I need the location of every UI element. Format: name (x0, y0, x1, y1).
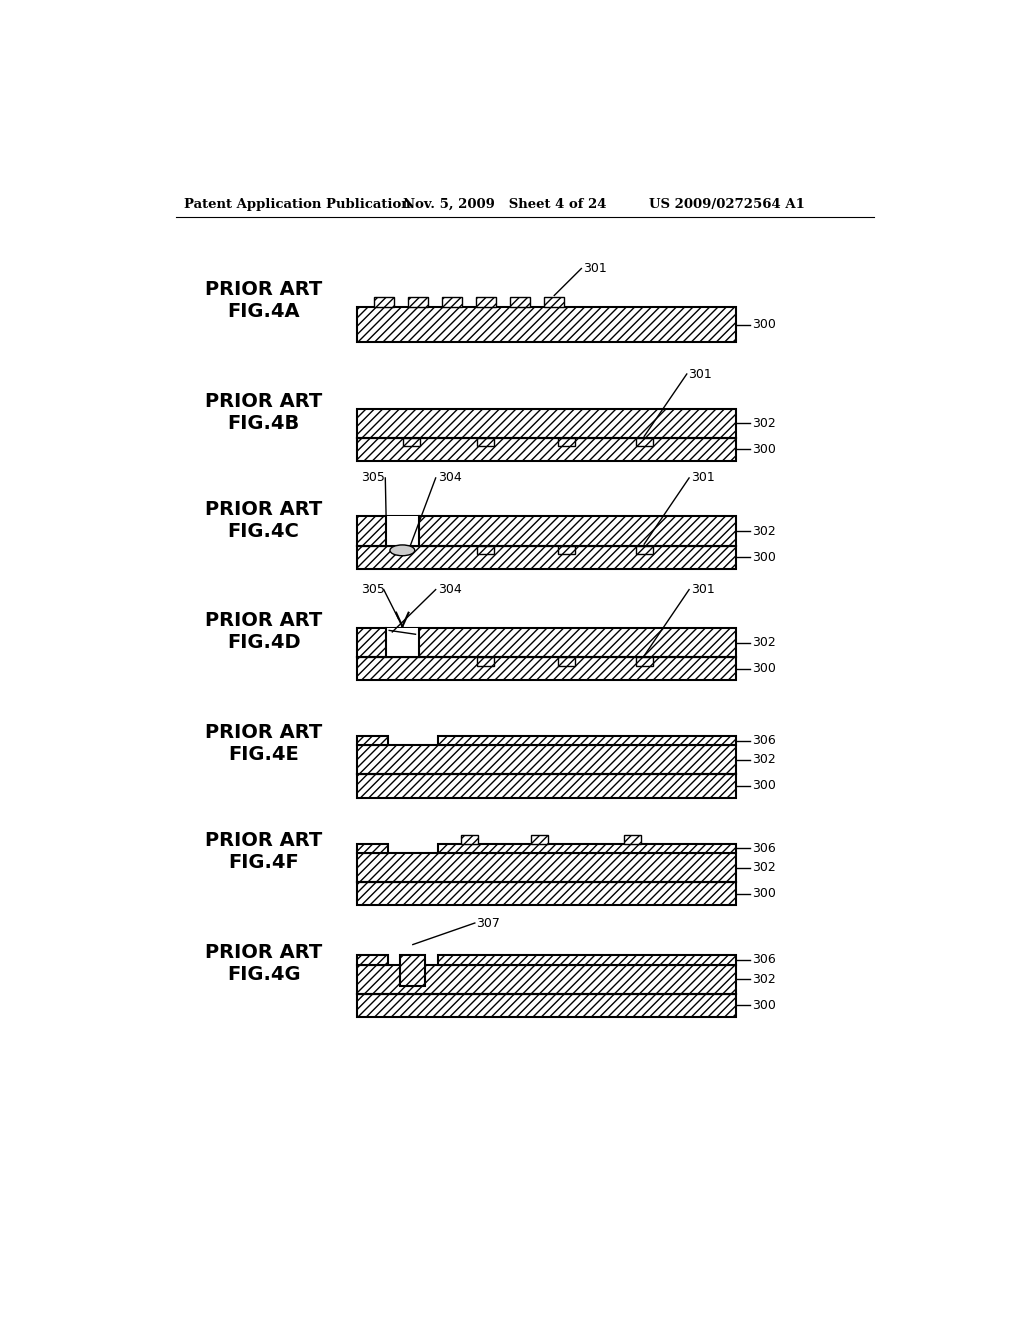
Text: US 2009/0272564 A1: US 2009/0272564 A1 (649, 198, 805, 211)
Bar (400, 956, 425, 986)
Bar (356, 843, 388, 853)
Bar (356, 775, 736, 797)
Text: 301: 301 (690, 471, 715, 484)
Text: 301: 301 (690, 583, 715, 597)
Text: 301: 301 (688, 367, 712, 380)
Text: 300: 300 (752, 318, 776, 331)
Text: 306: 306 (752, 953, 775, 966)
Bar (476, 297, 496, 308)
Text: 300: 300 (752, 444, 776, 455)
Text: PRIOR ART
FIG.4G: PRIOR ART FIG.4G (205, 942, 323, 983)
Bar (438, 956, 736, 965)
Bar (374, 297, 394, 308)
Bar (356, 737, 388, 744)
Bar (636, 657, 652, 665)
Bar (386, 628, 419, 657)
Bar (356, 657, 736, 681)
Bar (477, 438, 494, 446)
Bar (356, 516, 736, 545)
Bar (558, 438, 575, 446)
Text: 302: 302 (752, 754, 775, 767)
Bar (356, 438, 736, 461)
Text: 300: 300 (752, 550, 776, 564)
Text: 302: 302 (752, 524, 775, 537)
Text: PRIOR ART
FIG.4A: PRIOR ART FIG.4A (205, 280, 323, 321)
Bar (356, 956, 388, 965)
Text: Nov. 5, 2009   Sheet 4 of 24: Nov. 5, 2009 Sheet 4 of 24 (403, 198, 606, 211)
Bar (558, 657, 575, 665)
Bar (438, 843, 736, 853)
Text: 305: 305 (360, 471, 385, 484)
Bar (477, 657, 494, 665)
Text: 300: 300 (752, 999, 776, 1012)
Bar (438, 737, 736, 744)
Text: PRIOR ART
FIG.4B: PRIOR ART FIG.4B (205, 392, 323, 433)
Text: 302: 302 (752, 417, 775, 430)
Text: 305: 305 (360, 583, 385, 597)
Text: Patent Application Publication: Patent Application Publication (183, 198, 411, 211)
Text: 300: 300 (752, 663, 776, 676)
Text: 302: 302 (752, 973, 775, 986)
Bar (386, 516, 419, 545)
Bar (461, 836, 478, 843)
Bar (510, 297, 530, 308)
Bar (544, 297, 564, 308)
Bar (558, 545, 575, 554)
Bar (356, 882, 736, 906)
Text: 300: 300 (752, 779, 776, 792)
Bar (636, 545, 652, 554)
Bar (356, 744, 736, 775)
Bar (636, 438, 652, 446)
Bar (531, 836, 548, 843)
Text: 302: 302 (752, 861, 775, 874)
Bar (408, 297, 428, 308)
Text: 306: 306 (752, 734, 775, 747)
Bar (356, 965, 736, 994)
Bar (356, 994, 736, 1016)
Bar (356, 409, 736, 438)
Text: 307: 307 (476, 916, 501, 929)
Ellipse shape (390, 545, 415, 556)
Text: PRIOR ART
FIG.4E: PRIOR ART FIG.4E (205, 723, 323, 764)
Text: PRIOR ART
FIG.4C: PRIOR ART FIG.4C (205, 500, 323, 541)
Text: 301: 301 (583, 261, 606, 275)
Bar (442, 297, 462, 308)
Bar (624, 836, 641, 843)
Text: 304: 304 (438, 583, 462, 597)
Bar (356, 308, 736, 342)
Bar (356, 545, 736, 569)
Bar (477, 545, 494, 554)
Text: 306: 306 (752, 842, 775, 855)
Text: PRIOR ART
FIG.4F: PRIOR ART FIG.4F (205, 830, 323, 873)
Text: 300: 300 (752, 887, 776, 900)
Bar (356, 628, 736, 657)
Bar (403, 438, 420, 446)
Text: PRIOR ART
FIG.4D: PRIOR ART FIG.4D (205, 611, 323, 652)
Text: 304: 304 (438, 471, 462, 484)
Bar (356, 853, 736, 882)
Text: 302: 302 (752, 636, 775, 649)
